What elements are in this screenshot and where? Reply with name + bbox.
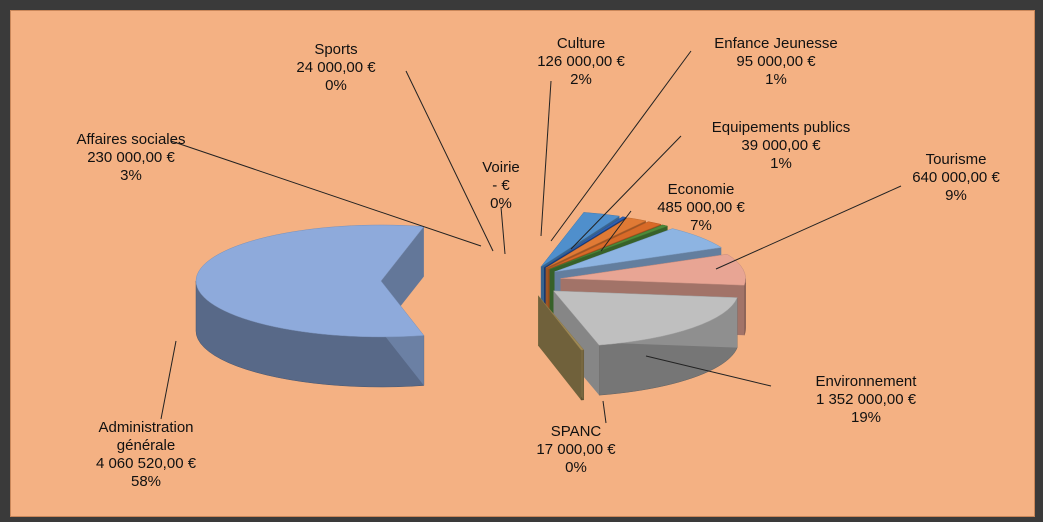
percent-label: 2% (511, 71, 651, 89)
data-label: Voirie- €0% (456, 159, 546, 213)
category-label: Sports (271, 41, 401, 59)
percent-label: 9% (881, 187, 1031, 205)
amount-label: 17 000,00 € (506, 441, 646, 459)
leader-line (161, 341, 176, 419)
percent-label: 1% (671, 155, 891, 173)
slice-side (744, 279, 745, 336)
amount-label: 126 000,00 € (511, 53, 651, 71)
category-label: SPANC (506, 423, 646, 441)
amount-label: 640 000,00 € (881, 169, 1031, 187)
category-label: Economie (626, 181, 776, 199)
amount-label: 485 000,00 € (626, 199, 776, 217)
category-label: Enfance Jeunesse (676, 35, 876, 53)
amount-label: 1 352 000,00 € (771, 391, 961, 409)
percent-label: 7% (626, 217, 776, 235)
percent-label: 0% (506, 459, 646, 477)
slice (196, 225, 424, 387)
percent-label: 0% (456, 195, 546, 213)
amount-label: - € (456, 177, 546, 195)
leader-line (603, 401, 606, 423)
category-label: Affaires sociales (41, 131, 221, 149)
amount-label: 24 000,00 € (271, 59, 401, 77)
percent-label: 1% (676, 71, 876, 89)
amount-label: 39 000,00 € (671, 137, 891, 155)
category-label: Voirie (456, 159, 546, 177)
category-label: Administration générale (71, 419, 221, 455)
amount-label: 230 000,00 € (41, 149, 221, 167)
category-label: Equipements publics (671, 119, 891, 137)
category-label: Tourisme (881, 151, 1031, 169)
page: {"chart_data": {"type": "pie3d", "catego… (0, 0, 1043, 522)
category-label: Culture (511, 35, 651, 53)
percent-label: 58% (71, 473, 221, 491)
percent-label: 19% (771, 409, 961, 427)
category-label: Environnement (771, 373, 961, 391)
percent-label: 0% (271, 77, 401, 95)
leader-line (501, 207, 505, 254)
percent-label: 3% (41, 167, 221, 185)
amount-label: 4 060 520,00 € (71, 455, 221, 473)
amount-label: 95 000,00 € (676, 53, 876, 71)
